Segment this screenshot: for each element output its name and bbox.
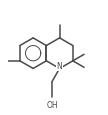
Text: OH: OH (46, 101, 58, 109)
Text: N: N (57, 62, 62, 71)
